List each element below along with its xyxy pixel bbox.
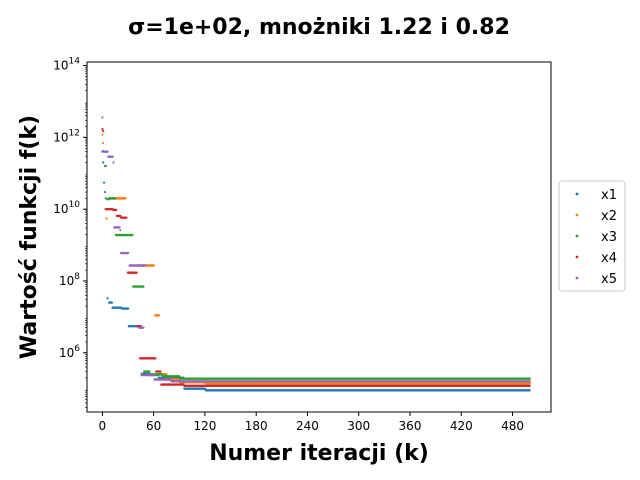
y-tick-label: 1014 [53,57,80,73]
data-point [102,129,105,133]
series-x5 [101,116,531,383]
x-tick-label: 300 [347,419,370,433]
x-tick-label: 60 [146,419,161,433]
legend-marker-x2 [575,213,579,217]
data-point [119,229,122,232]
x-axis: 0 60 120 180 240 300 360 420 480 [99,412,524,433]
data-point [106,297,109,300]
y-tick-label: 1012 [53,128,80,144]
x-tick-label: 240 [296,419,319,433]
data-point [102,181,106,184]
legend-marker-x4 [575,255,579,259]
data-point [101,116,104,119]
legend-marker-x1 [575,192,579,196]
x-axis-label: Numer iteracji (k) [209,441,429,466]
x-tick-label: 480 [501,419,524,433]
series-x2 [101,133,531,385]
chart-title: σ=1e+02, mnożniki 1.22 i 0.82 [128,15,510,40]
legend-label-x5: x5 [601,272,617,287]
legend-label-x2: x2 [601,209,617,224]
data-point [102,161,105,164]
series-x3 [103,164,531,380]
data-marks [101,116,531,392]
y-axis: 106 108 1010 1012 1014 [53,57,87,408]
y-tick-label: 106 [59,344,80,360]
data-point [104,164,107,168]
series-x4 [101,128,531,388]
legend-box [558,180,626,292]
data-point [101,133,104,136]
x-tick-label: 420 [450,419,473,433]
data-point [103,190,107,194]
legend-label-x3: x3 [601,230,617,245]
y-tick-label: 1010 [53,200,80,216]
y-tick-label: 108 [59,272,80,288]
legend: x1 x2 x3 x4 x5 [558,180,626,292]
x-tick-label: 120 [193,419,216,433]
legend-marker-x5 [575,276,579,280]
data-point [105,217,108,220]
y-axis-label: Wartość funkcji f(k) [17,115,42,359]
data-point [102,141,105,145]
x-tick-label: 0 [99,419,107,433]
data-point [101,128,104,131]
x-tick-label: 180 [245,419,268,433]
plot-frame [86,61,552,413]
x-tick-label: 360 [399,419,422,433]
legend-label-x1: x1 [601,188,617,203]
data-point [112,161,115,164]
series-x1 [101,150,531,392]
legend-marker-x3 [575,234,579,238]
legend-label-x4: x4 [601,251,617,266]
